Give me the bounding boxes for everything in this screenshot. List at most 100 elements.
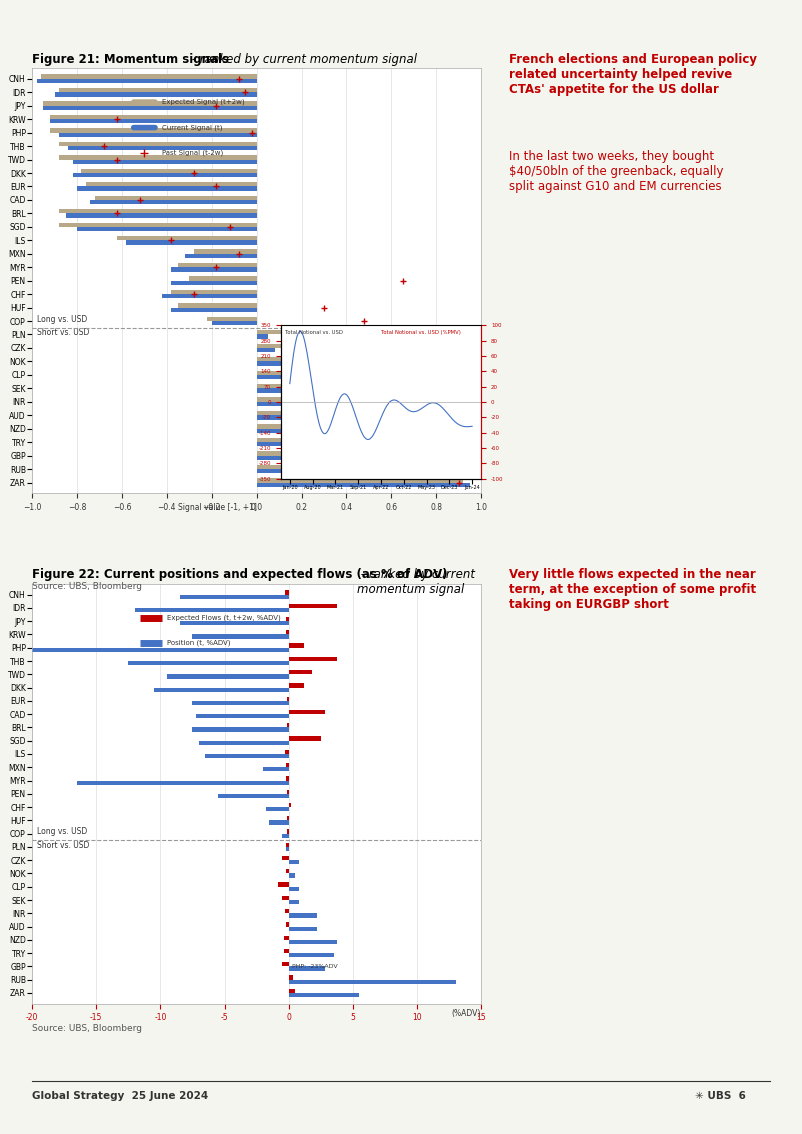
Bar <box>59 222 257 227</box>
Bar <box>178 303 257 307</box>
Bar <box>50 119 257 124</box>
Bar <box>287 789 289 794</box>
Bar <box>26 648 289 652</box>
Bar <box>289 603 338 608</box>
Bar <box>289 989 295 993</box>
Bar <box>59 133 257 137</box>
Text: - ranked by current momentum signal: - ranked by current momentum signal <box>188 53 418 66</box>
Bar <box>286 843 289 847</box>
Bar <box>289 954 334 957</box>
Text: (%ADV): (%ADV) <box>452 1009 481 1018</box>
Bar <box>194 249 257 254</box>
Bar <box>257 429 346 433</box>
Text: Short vs. USD: Short vs. USD <box>37 328 89 337</box>
Text: Expected Signal (t+2w): Expected Signal (t+2w) <box>162 99 245 105</box>
Bar <box>282 833 289 838</box>
Bar <box>172 290 257 294</box>
Bar <box>257 357 290 362</box>
Bar <box>284 936 289 940</box>
Bar <box>257 438 441 442</box>
Bar <box>265 807 289 811</box>
Bar <box>289 684 304 687</box>
Text: Short vs. USD: Short vs. USD <box>37 840 89 849</box>
Text: PHP: -23%ADV: PHP: -23%ADV <box>292 964 338 968</box>
Bar <box>77 780 289 785</box>
Bar <box>154 687 289 692</box>
Bar <box>59 209 257 213</box>
Bar <box>257 442 448 447</box>
Bar <box>289 900 299 904</box>
Bar <box>289 873 295 878</box>
Text: Long vs. USD: Long vs. USD <box>37 828 87 836</box>
Bar <box>95 196 257 200</box>
Bar <box>286 763 289 768</box>
Bar <box>59 155 257 160</box>
Text: Current Signal (t): Current Signal (t) <box>162 125 223 130</box>
Bar <box>286 847 289 852</box>
Bar <box>180 594 289 599</box>
Text: Very little flows expected in the near
term, at the exception of some profit
tak: Very little flows expected in the near t… <box>509 568 756 611</box>
Bar <box>257 388 297 392</box>
Bar <box>192 701 289 705</box>
Bar <box>286 870 289 873</box>
Text: ✳ UBS  6: ✳ UBS 6 <box>695 1091 746 1101</box>
Bar <box>282 896 289 900</box>
Bar <box>289 657 338 661</box>
Bar <box>55 92 257 96</box>
Bar <box>37 78 257 83</box>
Bar <box>82 169 257 174</box>
Bar <box>257 398 306 401</box>
Bar <box>289 803 291 807</box>
Bar <box>257 330 284 335</box>
Bar <box>43 105 257 110</box>
Bar <box>257 371 306 375</box>
Bar <box>86 183 257 186</box>
Bar <box>172 307 257 312</box>
Bar <box>269 820 289 824</box>
Bar <box>189 277 257 281</box>
Bar <box>286 777 289 780</box>
Bar <box>257 335 268 339</box>
Bar <box>284 949 289 954</box>
Bar <box>205 754 289 759</box>
Text: Source: UBS, Bloomberg: Source: UBS, Bloomberg <box>32 1024 142 1033</box>
Bar <box>167 675 289 678</box>
Bar <box>289 887 299 891</box>
Bar <box>286 631 289 634</box>
Bar <box>263 768 289 771</box>
Text: French elections and European policy
related uncertainty helped revive
CTAs' app: French elections and European policy rel… <box>509 53 757 96</box>
Bar <box>68 146 257 151</box>
Bar <box>192 727 289 731</box>
Text: Long vs. USD: Long vs. USD <box>37 315 87 323</box>
Bar <box>289 966 325 971</box>
Bar <box>41 75 257 78</box>
Bar <box>212 321 257 325</box>
Text: Figure 22: Current positions and expected flows (as % of ADV): Figure 22: Current positions and expecte… <box>32 568 448 581</box>
Text: Figure 21: Momentum signals: Figure 21: Momentum signals <box>32 53 229 66</box>
Bar <box>285 750 289 754</box>
Bar <box>289 980 456 984</box>
Bar <box>286 922 289 926</box>
Bar <box>289 861 299 864</box>
Bar <box>257 451 324 456</box>
Bar <box>257 348 274 353</box>
Text: Signal value [-1, +1]: Signal value [-1, +1] <box>178 503 257 513</box>
Bar <box>184 254 257 259</box>
Bar <box>289 710 325 714</box>
Bar <box>43 101 257 105</box>
Bar <box>278 882 289 887</box>
Bar <box>50 115 257 119</box>
Bar <box>172 281 257 285</box>
Bar <box>285 591 289 594</box>
Bar <box>128 661 289 666</box>
Bar <box>257 415 342 420</box>
Bar <box>180 621 289 626</box>
Text: Position (t, %ADV): Position (t, %ADV) <box>167 640 230 646</box>
Bar <box>178 263 257 268</box>
Bar <box>162 294 257 298</box>
Bar <box>50 128 257 133</box>
Bar <box>289 975 293 980</box>
Bar <box>91 200 257 204</box>
Bar <box>196 714 289 718</box>
Bar <box>72 160 257 163</box>
